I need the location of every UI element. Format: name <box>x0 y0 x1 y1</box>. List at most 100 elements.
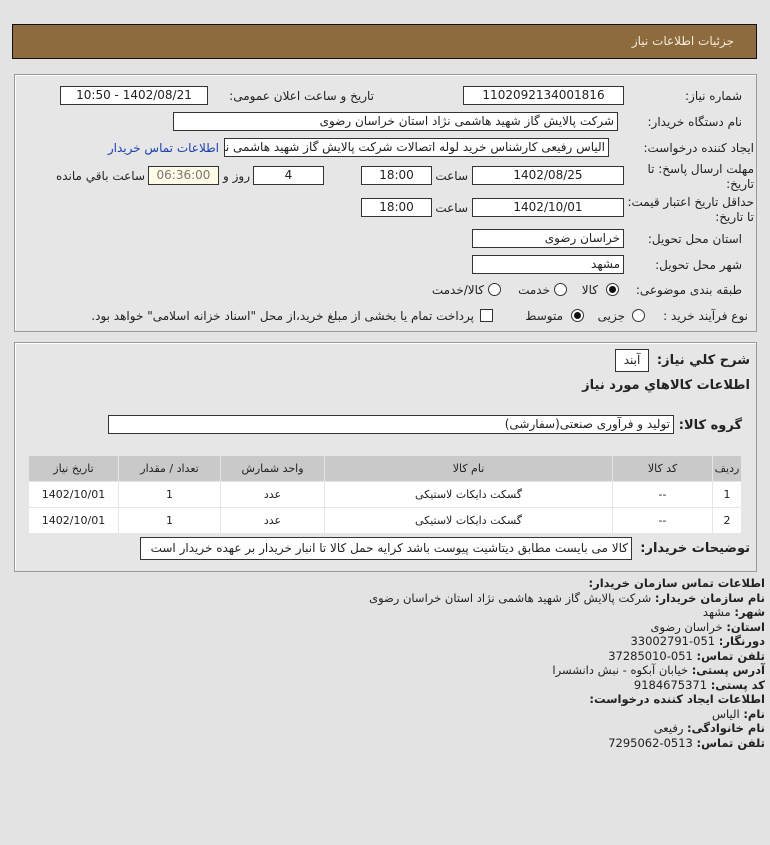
category-option-service: خدمت <box>518 283 550 297</box>
category-option-both: کالا/خدمت <box>431 283 484 297</box>
contact-value: رفیعی <box>653 721 684 735</box>
province-field[interactable]: خراسان رضوی <box>472 229 624 248</box>
cell-date: 1402/10/01 <box>28 481 119 508</box>
days-field[interactable]: 4 <box>253 166 324 185</box>
cell-name: گسکت دایکات لاستیکی <box>324 507 613 534</box>
contact-label: شهر: <box>734 605 765 619</box>
contact-label: نام: <box>743 706 765 721</box>
contact-label: نام سازمان خریدار: <box>654 590 765 605</box>
cell-qty: 1 <box>118 507 221 534</box>
contact-line: تلفن تماس: 051-37285010 <box>608 649 765 663</box>
contact-line: شهر: مشهد <box>703 605 765 619</box>
goods-table: ردیف کد کالا نام کالا واحد شمارش تعداد /… <box>28 455 742 534</box>
province-label: استان محل تحویل: <box>647 232 742 246</box>
table-header-row: ردیف کد کالا نام کالا واحد شمارش تعداد /… <box>28 455 742 482</box>
goods-group-field[interactable]: تولید و فرآوری صنعتی(سفارشی) <box>108 415 674 434</box>
deadline-label: مهلت ارسال پاسخ: تا تاریخ: <box>647 162 754 191</box>
creator-label: ایجاد کننده درخواست: <box>643 141 754 155</box>
contact-label: نام خانوادگی: <box>687 721 765 735</box>
validity-label: حداقل تاریخ اعتبار قیمت: تا تاریخ: <box>627 195 754 224</box>
page-title: جزئیات اطلاعات نیاز <box>631 34 734 48</box>
contact-value: 9184675371 <box>633 677 708 692</box>
purchase-radio-medium[interactable] <box>571 309 584 322</box>
description-field: آبند <box>615 349 649 372</box>
table-row: 1 -- گسکت دایکات لاستیکی عدد 1 1402/10/01 <box>28 481 742 508</box>
contact-value: خراسان رضوی <box>650 619 723 634</box>
validity-time-field[interactable]: 18:00 <box>361 198 432 217</box>
deadline-time-label: ساعت <box>435 169 468 183</box>
validity-time-label: ساعت <box>435 201 468 215</box>
category-option-goods: کالا <box>581 283 598 297</box>
contact-label: دورنگار: <box>718 634 765 648</box>
category-label: طبقه بندی موضوعی: <box>635 283 742 297</box>
col-row: ردیف <box>712 455 742 482</box>
treasury-payment-checkbox[interactable] <box>480 309 493 322</box>
announce-label: تاریخ و ساعت اعلان عمومی: <box>229 89 374 103</box>
table-row: 2 -- گسکت دایکات لاستیکی عدد 1 1402/10/01 <box>28 507 742 534</box>
contact-line: استان: خراسان رضوی <box>651 620 766 634</box>
contact-line: دورنگار: 051-33002791 <box>630 634 765 648</box>
cell-code: -- <box>612 507 713 534</box>
col-code: کد کالا <box>612 455 713 482</box>
cell-unit: عدد <box>220 481 325 508</box>
cell-code: -- <box>612 481 713 508</box>
category-radio-service[interactable] <box>554 283 567 296</box>
contact-line: آدرس پستی: خیابان آبکوه - نبش دانشسرا <box>552 663 765 677</box>
contact-line: نام خانوادگی: رفیعی <box>654 721 765 735</box>
goods-group-label: گروه کالا: <box>678 418 742 433</box>
contact-label: تلفن تماس: <box>696 735 765 750</box>
buyer-contact-link[interactable]: اطلاعات تماس خریدار <box>107 141 219 155</box>
contact-value: مشهد <box>702 605 731 619</box>
col-qty: تعداد / مقدار <box>118 455 221 482</box>
need-number-field[interactable]: 1102092134001816 <box>463 86 624 105</box>
purchase-type-label: نوع فرآیند خرید : <box>663 309 748 323</box>
goods-section-title: اطلاعات كالاهاي مورد نياز <box>582 378 750 393</box>
contact-line: اطلاعات تماس سازمان خریدار: <box>588 576 765 590</box>
contact-value: 051-33002791 <box>630 634 716 648</box>
need-number-label: شماره نیاز: <box>685 89 742 103</box>
remaining-time-field: 06:36:00 <box>148 166 219 185</box>
contact-value: شرکت پالایش گاز شهید هاشمی نژاد استان خر… <box>369 590 652 605</box>
contact-line: کد پستی: 9184675371 <box>634 678 765 692</box>
category-radio-both[interactable] <box>488 283 501 296</box>
contact-label: استان: <box>726 619 765 634</box>
cell-qty: 1 <box>118 481 221 508</box>
cell-date: 1402/10/01 <box>28 507 119 534</box>
purchase-radio-minor[interactable] <box>632 309 645 322</box>
contact-line: تلفن تماس: 0513-7295062 <box>608 736 765 750</box>
deadline-date-field[interactable]: 1402/08/25 <box>472 166 624 185</box>
city-field[interactable]: مشهد <box>472 255 624 274</box>
purchase-option-minor: جزیی <box>597 309 625 323</box>
contact-label: آدرس پستی: <box>691 663 765 677</box>
validity-date-field[interactable]: 1402/10/01 <box>472 198 624 217</box>
page-header: جزئیات اطلاعات نیاز <box>12 24 757 59</box>
contact-value: 0513-7295062 <box>608 735 693 750</box>
city-label: شهر محل تحویل: <box>655 258 742 272</box>
cell-unit: عدد <box>220 507 325 534</box>
purchase-option-medium: متوسط <box>525 309 563 323</box>
col-date: تاریخ نیاز <box>28 455 119 482</box>
cell-name: گسکت دایکات لاستیکی <box>324 481 613 508</box>
col-unit: واحد شمارش <box>220 455 325 482</box>
contact-label: تلفن تماس: <box>696 648 765 663</box>
buyer-notes-label: توضیحات خریدار: <box>640 541 750 556</box>
creator-field[interactable]: الیاس رفیعی کارشناس خرید لوله اتصالات شر… <box>224 138 609 157</box>
contact-line: نام: الیاس <box>712 707 765 721</box>
buyer-label: نام دستگاه خریدار: <box>647 115 743 129</box>
contact-label: اطلاعات تماس سازمان خریدار: <box>588 576 765 590</box>
contact-value: خیابان آبکوه - نبش دانشسرا <box>552 663 689 677</box>
buyer-notes-field: کالا می بایست مطابق دیتاشیت پیوست باشد ک… <box>140 537 632 560</box>
treasury-payment-note: پرداخت تمام یا بخشی از مبلغ خرید،از محل … <box>91 309 474 323</box>
contact-value: 051-37285010 <box>608 648 693 663</box>
category-radio-goods[interactable] <box>606 283 619 296</box>
contact-value: الیاس <box>711 706 740 721</box>
days-label: روز و <box>223 169 250 183</box>
contact-label: کد پستی: <box>710 677 765 692</box>
description-label: شرح کلي نیاز: <box>656 353 750 368</box>
contact-line: اطلاعات ایجاد کننده درخواست: <box>589 692 765 706</box>
announce-field[interactable]: 1402/08/21 - 10:50 <box>60 86 208 105</box>
buyer-field[interactable]: شرکت پالایش گاز شهید هاشمی نژاد استان خر… <box>173 112 618 131</box>
col-name: نام کالا <box>324 455 613 482</box>
contact-label: اطلاعات ایجاد کننده درخواست: <box>589 692 765 706</box>
deadline-time-field[interactable]: 18:00 <box>361 166 432 185</box>
